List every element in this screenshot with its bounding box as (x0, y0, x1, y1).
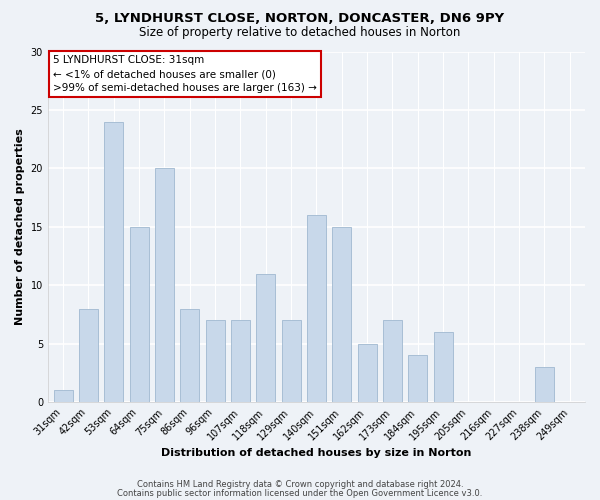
Text: 5, LYNDHURST CLOSE, NORTON, DONCASTER, DN6 9PY: 5, LYNDHURST CLOSE, NORTON, DONCASTER, D… (95, 12, 505, 26)
Bar (408, 356, 427, 402)
Bar (104, 122, 123, 402)
Bar (53, 390, 73, 402)
Text: Contains public sector information licensed under the Open Government Licence v3: Contains public sector information licen… (118, 488, 482, 498)
Bar (383, 320, 402, 402)
Bar (155, 168, 174, 402)
Bar (307, 215, 326, 402)
Bar (180, 308, 199, 402)
Bar (332, 227, 351, 402)
Bar (231, 320, 250, 402)
Text: Contains HM Land Registry data © Crown copyright and database right 2024.: Contains HM Land Registry data © Crown c… (137, 480, 463, 489)
X-axis label: Distribution of detached houses by size in Norton: Distribution of detached houses by size … (161, 448, 472, 458)
Bar (358, 344, 377, 402)
Text: Size of property relative to detached houses in Norton: Size of property relative to detached ho… (139, 26, 461, 39)
Bar (281, 320, 301, 402)
Y-axis label: Number of detached properties: Number of detached properties (15, 128, 25, 325)
Bar (206, 320, 224, 402)
Bar (256, 274, 275, 402)
Bar (130, 227, 149, 402)
Text: 5 LYNDHURST CLOSE: 31sqm
← <1% of detached houses are smaller (0)
>99% of semi-d: 5 LYNDHURST CLOSE: 31sqm ← <1% of detach… (53, 55, 317, 93)
Bar (535, 367, 554, 402)
Bar (79, 308, 98, 402)
Bar (434, 332, 452, 402)
